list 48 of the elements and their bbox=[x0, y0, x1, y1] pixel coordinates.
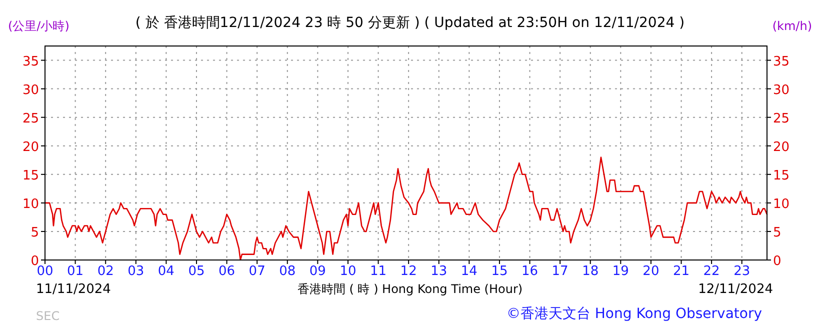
y2-tick-label: 5 bbox=[773, 225, 782, 240]
y-tick-label: 0 bbox=[30, 254, 39, 269]
text: 11/11/2024 bbox=[36, 282, 111, 297]
x-tick-label: 06 bbox=[218, 264, 236, 279]
y-tick-label: 15 bbox=[22, 168, 39, 184]
x-tick-label: 00 bbox=[36, 264, 54, 279]
x-axis-title: 香港時間 ( 時 ) Hong Kong Time (Hour) bbox=[297, 282, 523, 296]
text: ©香港天文台 Hong Kong Observatory bbox=[506, 306, 762, 322]
x-tick-label: 12 bbox=[400, 264, 417, 279]
x-tick-label: 14 bbox=[460, 264, 478, 279]
y-tick-label: 25 bbox=[22, 111, 39, 126]
x-tick-label: 21 bbox=[672, 264, 690, 279]
x-tick-label: 08 bbox=[279, 264, 296, 279]
x-tick-label: 20 bbox=[642, 264, 660, 279]
y2-tick-label: 10 bbox=[773, 196, 790, 212]
x-tick-label: 09 bbox=[309, 264, 326, 279]
y-tick-label: 20 bbox=[22, 140, 39, 155]
x-tick-label: 19 bbox=[612, 264, 629, 279]
text: 12/11/2024 bbox=[698, 282, 773, 297]
text: SEC bbox=[36, 309, 60, 323]
y2-tick-label: 0 bbox=[773, 254, 782, 269]
y2-tick-label: 15 bbox=[773, 168, 790, 184]
x-tick-label: 05 bbox=[188, 264, 205, 279]
x-tick-label: 18 bbox=[582, 264, 599, 279]
x-tick-label: 04 bbox=[158, 264, 174, 279]
x-tick-label: 13 bbox=[430, 264, 448, 279]
y2-tick-label: 25 bbox=[773, 111, 790, 126]
x-tick-label: 17 bbox=[552, 264, 568, 279]
y2-tick-label: 35 bbox=[773, 54, 790, 70]
x-tick-label: 22 bbox=[703, 264, 720, 279]
x-tick-label: 15 bbox=[491, 264, 508, 279]
x-tick-label: 07 bbox=[248, 264, 266, 279]
x-tick-label: 01 bbox=[67, 264, 84, 279]
x-tick-label: 23 bbox=[734, 264, 750, 279]
x-tick-label: 16 bbox=[521, 264, 538, 279]
y2-tick-label: 30 bbox=[773, 82, 790, 98]
y-tick-label: 35 bbox=[22, 54, 39, 70]
chart-title: ( 於 香港時間12/11/2024 23 時 50 分更新 ) ( Updated at 23:50H on 12/11/2024 ) bbox=[135, 15, 685, 31]
y-tick-label: 5 bbox=[30, 225, 39, 240]
y-tick-label: 10 bbox=[22, 196, 39, 212]
y-axis-title: (公里/小時) bbox=[8, 19, 70, 33]
x-tick-label: 11 bbox=[370, 264, 387, 279]
x-tick-label: 03 bbox=[128, 264, 144, 279]
x-tick-label: 10 bbox=[340, 264, 356, 279]
y2-axis-title: (km/h) bbox=[772, 19, 812, 33]
y-tick-label: 30 bbox=[22, 82, 39, 98]
x-tick-label: 02 bbox=[97, 264, 114, 279]
y2-tick-label: 20 bbox=[773, 140, 790, 155]
